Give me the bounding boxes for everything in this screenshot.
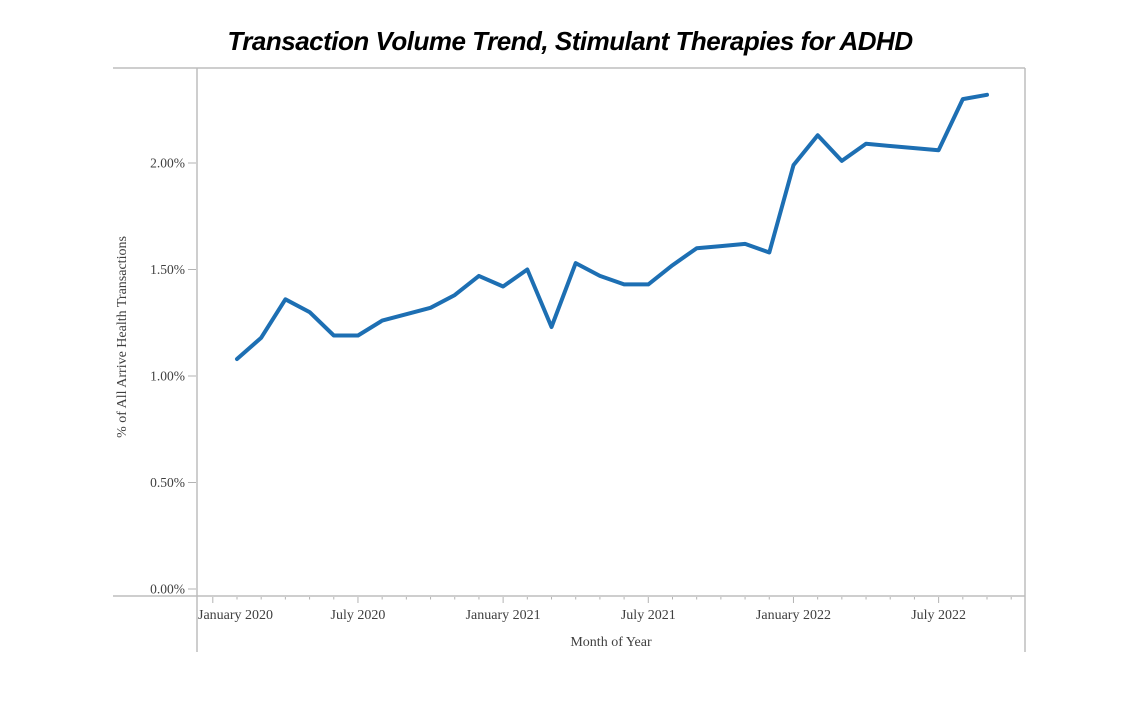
y-tick-label: 1.00% (150, 369, 185, 384)
x-tick-label: January 2021 (466, 608, 541, 623)
x-axis-title: Month of Year (570, 635, 652, 650)
x-tick-label: July 2020 (331, 608, 386, 623)
x-tick-label: July 2021 (621, 608, 676, 623)
y-tick-label: 0.00% (150, 582, 185, 597)
x-tick-label: January 2022 (756, 608, 831, 623)
y-tick-label: 1.50% (150, 262, 185, 277)
y-tick-label: 2.00% (150, 156, 185, 171)
trend-line (235, 92, 989, 361)
x-tick-label: July 2022 (911, 608, 966, 623)
chart-title: Transaction Volume Trend, Stimulant Ther… (227, 26, 913, 56)
y-tick-label: 0.50% (150, 475, 185, 490)
x-tick-label: January 2020 (198, 608, 273, 623)
y-axis-title: % of All Arrive Health Transactions (115, 236, 130, 438)
